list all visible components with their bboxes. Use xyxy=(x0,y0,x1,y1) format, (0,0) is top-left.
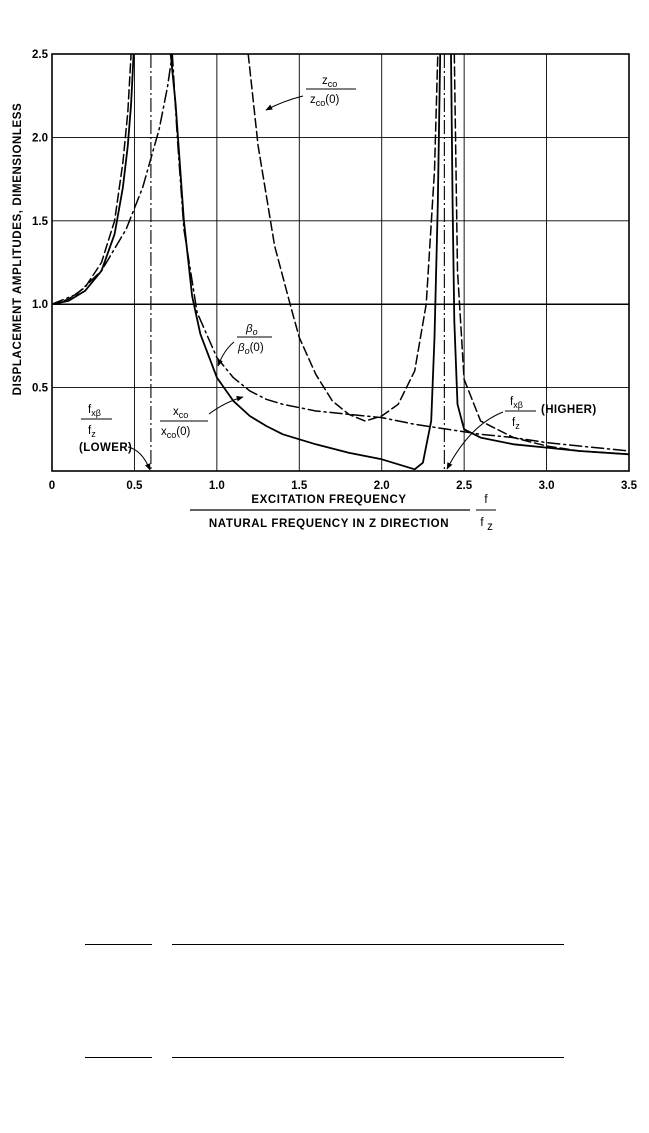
series-dashdot-segment-1 xyxy=(171,54,629,452)
annotation-lower-frequency: fxβ fz (LOWER) xyxy=(79,404,151,471)
x-tick-label: 3.0 xyxy=(539,480,555,492)
svg-text:z: z xyxy=(487,521,493,533)
plot-frame xyxy=(51,53,630,472)
series-dashdot-segment-0 xyxy=(52,54,174,305)
y-tick-label: 2.5 xyxy=(32,49,49,61)
series-solid-segment-1 xyxy=(169,54,442,471)
y-tick-labels: 0.5 1.0 1.5 2.0 2.5 xyxy=(32,49,49,395)
curves xyxy=(52,54,629,471)
series-dashed-segment-0 xyxy=(52,54,132,305)
annotation-beta-ratio: βo βo(0) xyxy=(217,323,272,367)
reference-lines xyxy=(150,54,445,471)
svg-text:(HIGHER): (HIGHER) xyxy=(541,404,597,416)
annotation-z-ratio: zco zco(0) xyxy=(265,75,356,111)
rule-line-long-1 xyxy=(172,944,564,945)
x-tick-label: 0 xyxy=(49,480,55,492)
svg-text:xco: xco xyxy=(173,406,188,420)
svg-text:zco: zco xyxy=(322,75,337,89)
x-tick-labels: 0 0.5 1.0 1.5 2.0 2.5 3.0 3.5 xyxy=(49,480,638,492)
x-tick-label: 3.5 xyxy=(621,480,638,492)
series-solid-segment-2 xyxy=(450,54,629,456)
svg-text:fxβ: fxβ xyxy=(88,404,101,418)
svg-text:f: f xyxy=(484,494,488,506)
grid-lines xyxy=(52,54,629,471)
y-tick-label: 0.5 xyxy=(32,383,49,395)
svg-text:(LOWER): (LOWER) xyxy=(79,442,132,454)
svg-text:βo(0): βo(0) xyxy=(237,342,264,356)
annotation-x-ratio: xco xco(0) xyxy=(160,395,244,440)
x-axis-label-bottom: NATURAL FREQUENCY IN Z DIRECTION xyxy=(209,518,449,530)
series-solid-segment-0 xyxy=(52,54,135,306)
x-tick-label: 2.0 xyxy=(374,480,390,492)
svg-text:fxβ: fxβ xyxy=(510,396,523,410)
y-axis-label: DISPLACEMENT AMPLITUDES, DIMENSIONLESS xyxy=(12,103,24,396)
y-tick-label: 1.0 xyxy=(32,299,48,311)
x-tick-label: 0.5 xyxy=(126,480,143,492)
rule-line-short-2 xyxy=(85,1057,152,1058)
series-dashed-segment-2 xyxy=(453,54,629,456)
svg-text:xco(0): xco(0) xyxy=(161,426,190,440)
x-tick-label: 1.0 xyxy=(209,480,225,492)
x-tick-label: 1.5 xyxy=(291,480,308,492)
svg-text:fz: fz xyxy=(512,417,520,431)
x-axis-label-top: EXCITATION FREQUENCY xyxy=(251,494,406,506)
y-tick-label: 2.0 xyxy=(32,132,48,144)
x-tick-label: 2.5 xyxy=(456,480,473,492)
svg-text:zco(0): zco(0) xyxy=(310,94,339,108)
svg-text:f: f xyxy=(480,517,484,529)
y-tick-label: 1.5 xyxy=(32,216,49,228)
annotation-higher-frequency: fxβ fz (HIGHER) xyxy=(446,396,597,470)
svg-text:βo: βo xyxy=(245,323,258,337)
rule-line-short-1 xyxy=(85,944,152,945)
displacement-amplitude-chart: 0 0.5 1.0 1.5 2.0 2.5 3.0 3.5 0.5 1.0 1.5 2.0 2.5 D… xyxy=(12,49,638,533)
rule-line-long-2 xyxy=(172,1057,564,1058)
x-axis-ratio: f f z xyxy=(476,494,496,533)
svg-text:fz: fz xyxy=(88,425,96,439)
series-dashed-segment-1 xyxy=(247,54,439,422)
